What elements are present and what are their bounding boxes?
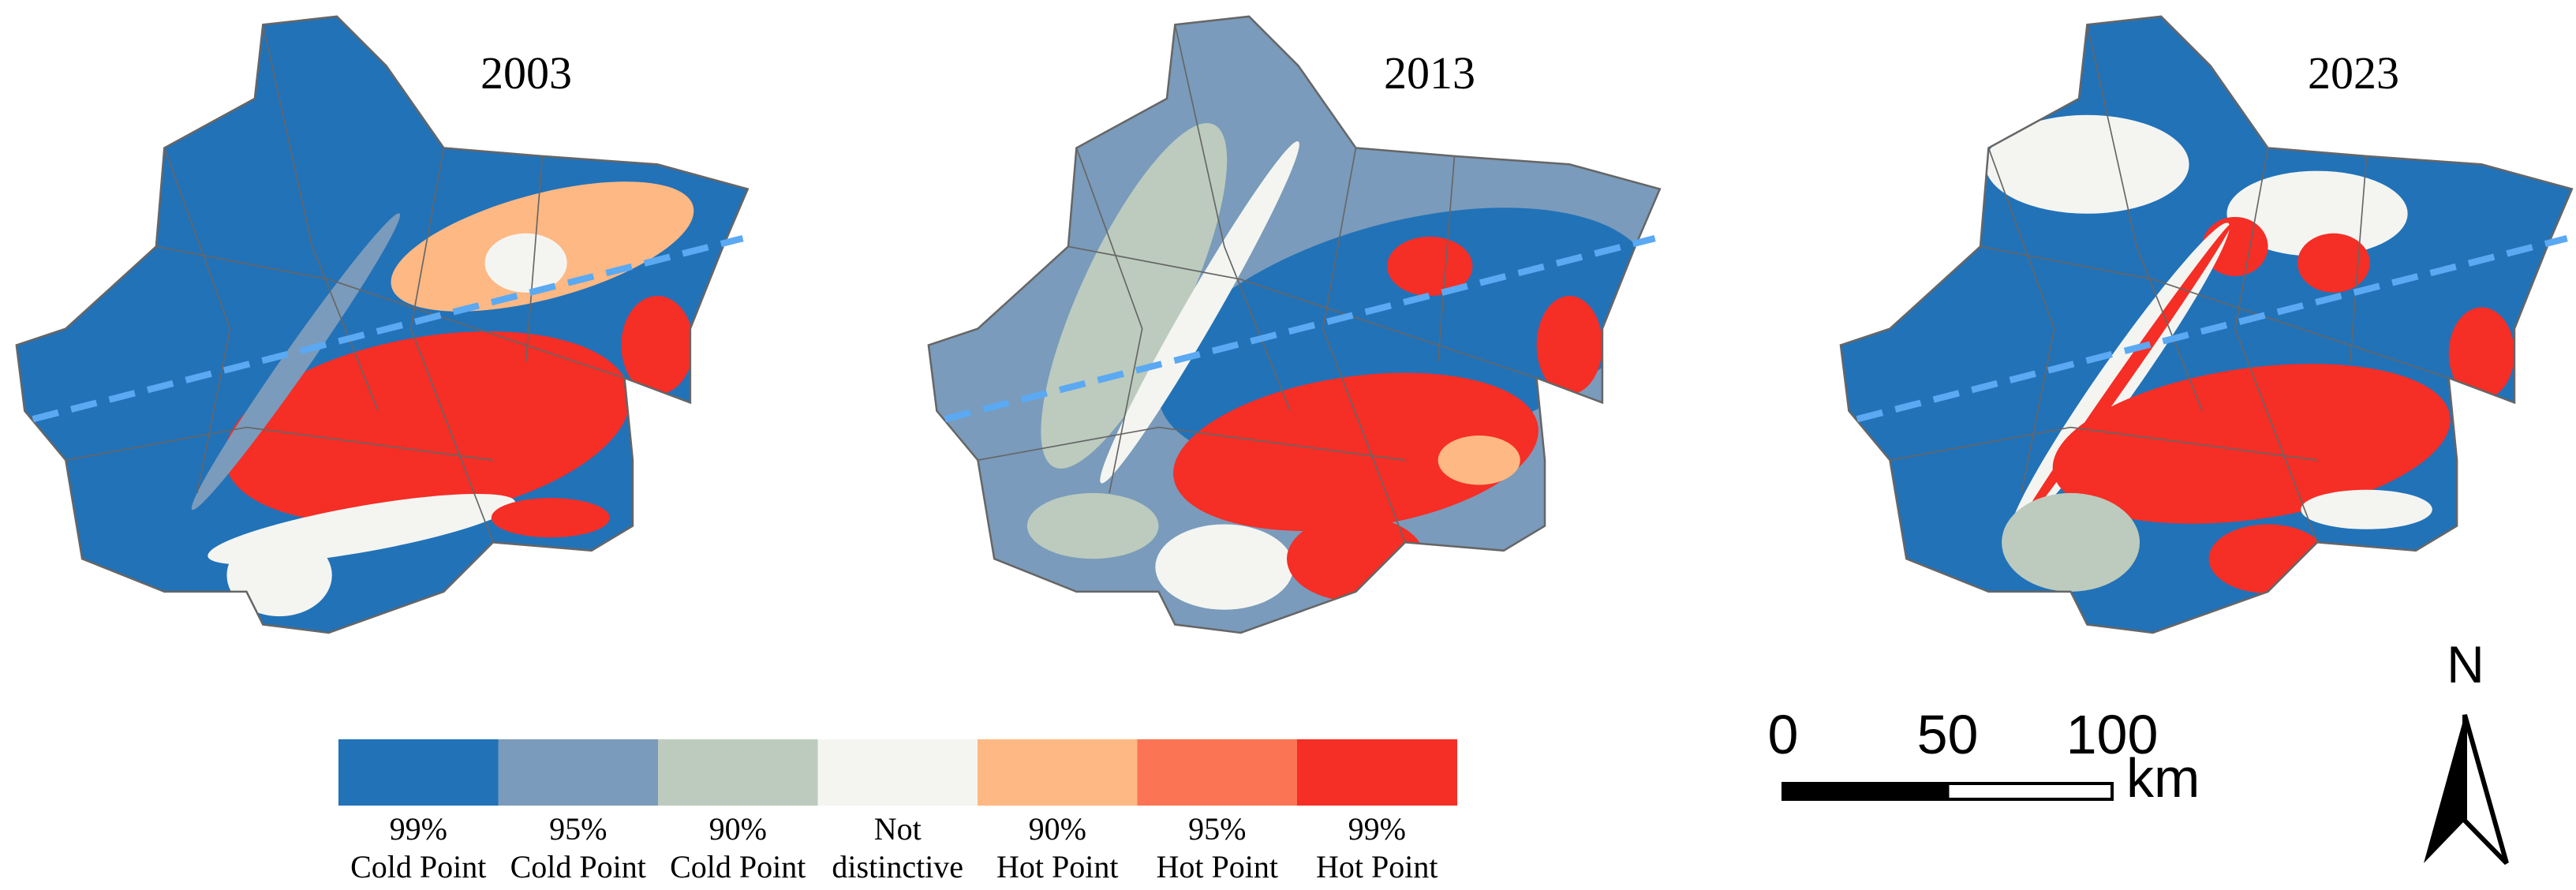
legend-label: 95% bbox=[549, 811, 607, 847]
legend-swatch bbox=[498, 739, 659, 806]
cluster-area bbox=[1041, 123, 1228, 469]
cluster-area bbox=[2448, 307, 2514, 400]
cluster-area bbox=[484, 233, 567, 293]
legend-label: distinctive bbox=[832, 849, 963, 884]
county-borders bbox=[1890, 24, 2449, 543]
cluster-area bbox=[1438, 435, 1520, 485]
scale-segment bbox=[1782, 782, 1950, 801]
cluster-area bbox=[2208, 524, 2327, 593]
cluster-area bbox=[224, 331, 630, 524]
legend-label: Hot Point bbox=[1316, 849, 1438, 884]
legend-label: 99% bbox=[1348, 811, 1406, 847]
legend-swatch bbox=[338, 739, 499, 806]
scale-label: 100 bbox=[2066, 704, 2159, 765]
arrow-right bbox=[2462, 714, 2509, 866]
cluster-area bbox=[226, 533, 332, 617]
cluster-area bbox=[621, 295, 694, 395]
county-borders bbox=[65, 24, 625, 543]
legend-label: Hot Point bbox=[996, 849, 1118, 884]
panel-title: 2003 bbox=[480, 47, 572, 99]
panel-title: 2013 bbox=[1384, 47, 1475, 99]
legend-swatch bbox=[978, 739, 1138, 806]
cluster-area bbox=[2297, 233, 2370, 293]
cluster-area bbox=[2052, 364, 2451, 524]
legend-swatch bbox=[1137, 739, 1298, 806]
scale-unit: km bbox=[2126, 747, 2200, 809]
panel-title: 2023 bbox=[2308, 47, 2399, 99]
scale-label: 50 bbox=[1917, 704, 1979, 765]
cluster-area bbox=[2301, 489, 2432, 529]
map-panel bbox=[15, 15, 750, 634]
cluster-areas bbox=[191, 181, 694, 617]
north-arrow: N bbox=[2424, 635, 2509, 866]
scale-label: 0 bbox=[1768, 704, 1799, 765]
cluster-areas bbox=[1026, 123, 1654, 610]
scale-segment bbox=[1946, 782, 2114, 801]
region-fill bbox=[16, 16, 748, 633]
north-label: N bbox=[2447, 635, 2484, 694]
divide-line bbox=[944, 234, 1656, 423]
cluster-area bbox=[1387, 236, 1473, 296]
cluster-area bbox=[1536, 295, 1602, 395]
cluster-area bbox=[191, 213, 401, 510]
legend-swatch bbox=[1297, 739, 1457, 806]
maps bbox=[15, 15, 2574, 634]
legend-swatch bbox=[817, 739, 978, 806]
legend-label: Cold Point bbox=[350, 849, 486, 884]
cluster-area bbox=[1173, 372, 1538, 532]
cluster-area bbox=[1100, 141, 1299, 484]
cluster-area bbox=[2226, 170, 2408, 256]
divide-line bbox=[32, 234, 744, 423]
legend-label: Not bbox=[874, 811, 922, 847]
cluster-areas bbox=[1985, 114, 2514, 593]
divide-line bbox=[1856, 234, 2568, 423]
legend-label: 90% bbox=[709, 811, 767, 847]
cluster-area bbox=[1286, 516, 1425, 602]
arrow-left bbox=[2424, 715, 2465, 863]
map-panel bbox=[927, 15, 1662, 634]
map-panel bbox=[1839, 15, 2574, 634]
cluster-area bbox=[1155, 524, 1294, 610]
legend-label: Cold Point bbox=[510, 849, 646, 884]
cluster-area bbox=[1985, 114, 2189, 214]
region-outline bbox=[927, 15, 1662, 634]
cluster-area bbox=[491, 498, 610, 538]
region-outline bbox=[15, 15, 750, 634]
legend-label: 99% bbox=[390, 811, 447, 847]
legend-label: 90% bbox=[1029, 811, 1086, 847]
legend-label: Cold Point bbox=[670, 849, 806, 884]
legend-swatch bbox=[658, 739, 818, 806]
county-borders bbox=[978, 24, 1537, 543]
cluster-area bbox=[1026, 492, 1159, 559]
legend-label: 95% bbox=[1188, 811, 1246, 847]
legend-label: Hot Point bbox=[1157, 849, 1278, 884]
region-outline bbox=[1839, 15, 2574, 634]
cluster-area bbox=[2002, 492, 2140, 592]
